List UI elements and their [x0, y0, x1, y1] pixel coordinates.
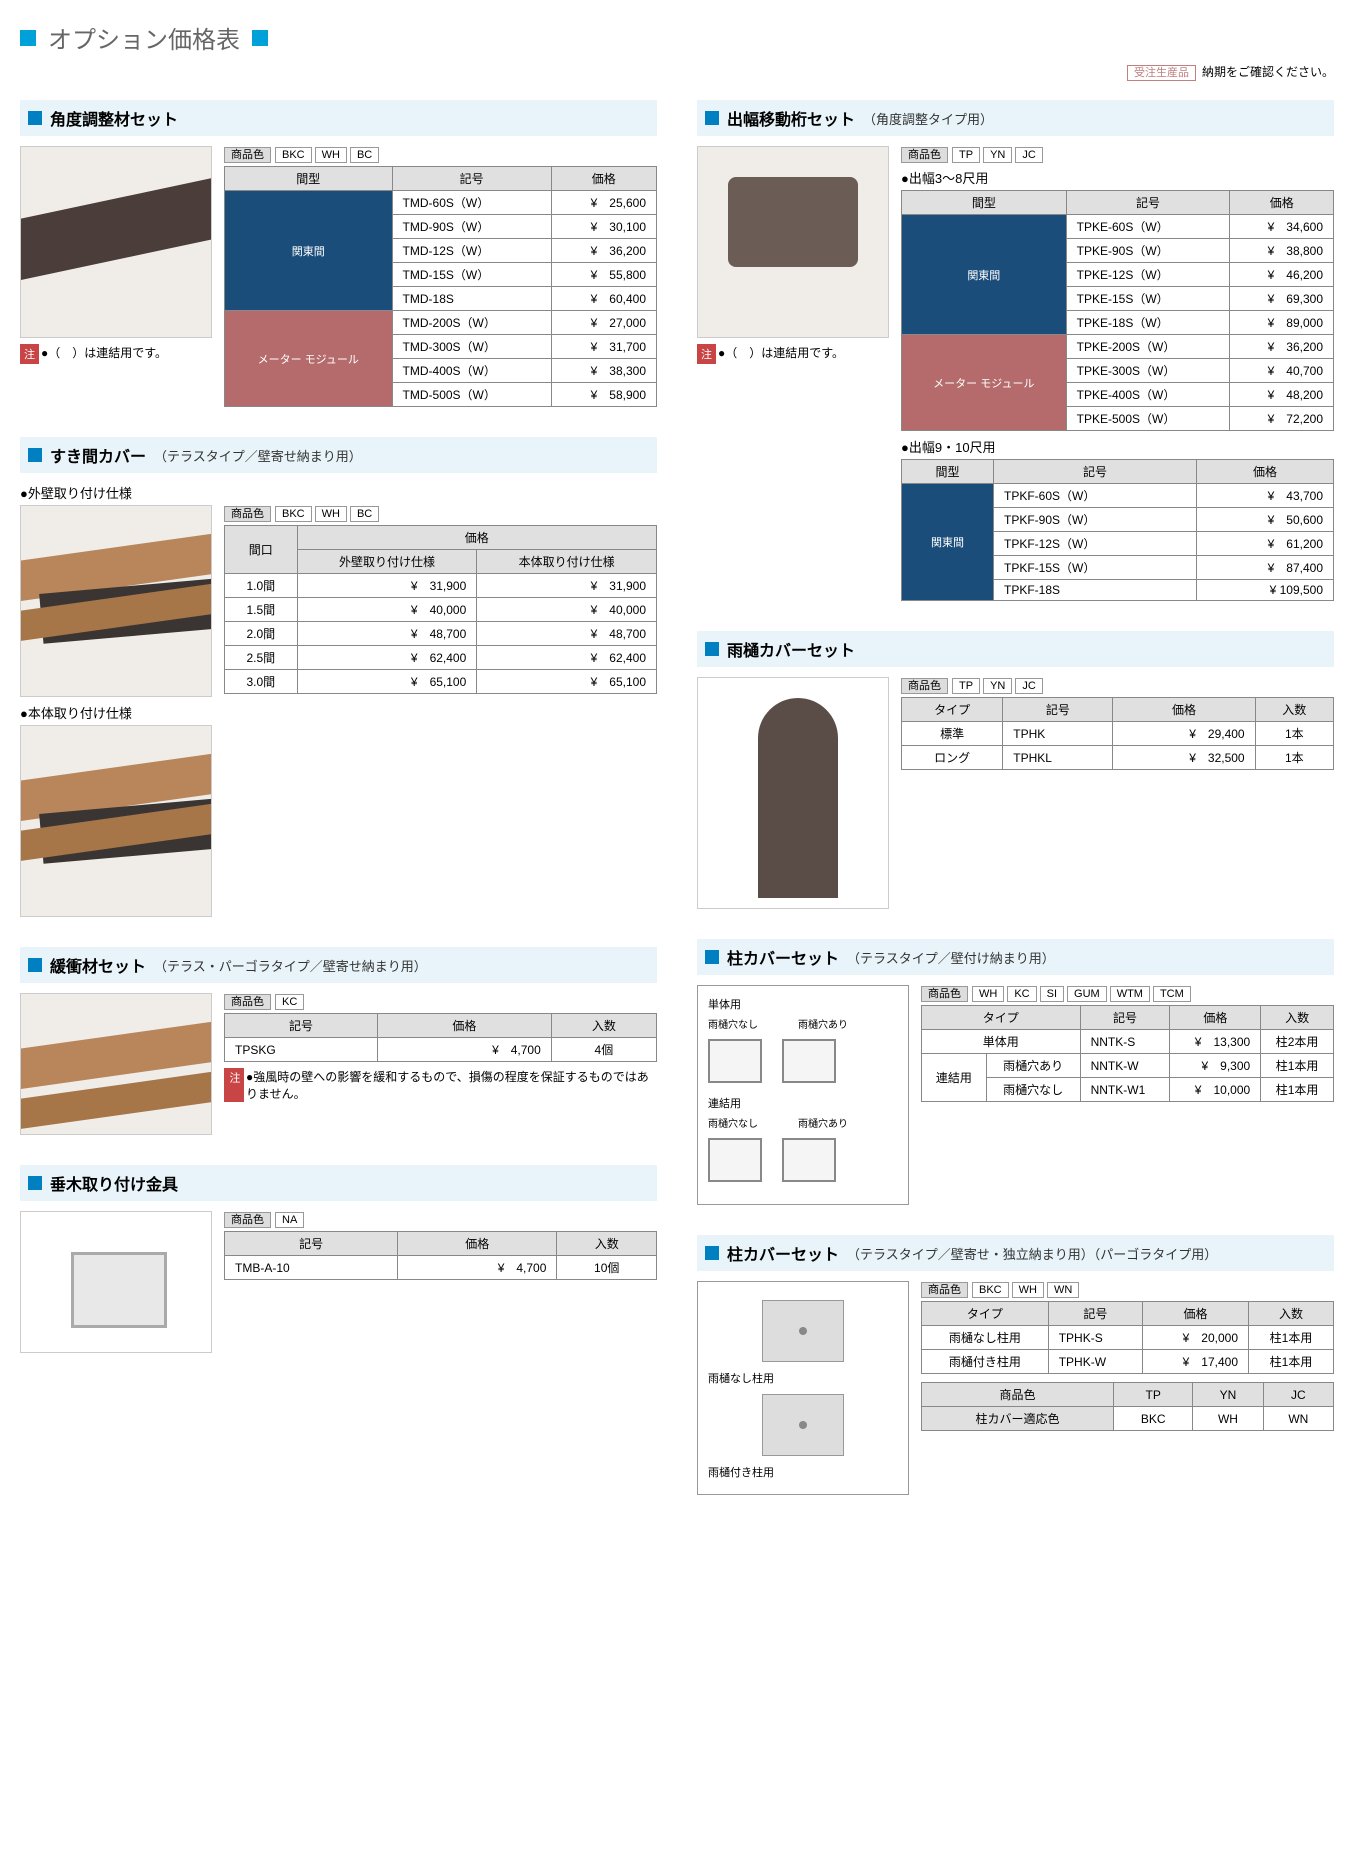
price-table: 記号価格入数 TPSKG¥ 4,7004個	[224, 1013, 657, 1062]
sec-title: 雨樋カバーセット	[727, 637, 855, 661]
section-post-cover-2: 柱カバーセット（テラスタイプ／壁寄せ・独立納まり用）（パーゴラタイプ用） 雨樋な…	[697, 1235, 1334, 1495]
section-cushion: 緩衝材セット（テラス・パーゴラタイプ／壁寄せ納まり用） 商品色KC 記号価格入数…	[20, 947, 657, 1135]
subheading: 本体取り付け仕様	[20, 703, 657, 722]
top-note: 受注生産品納期をご確認ください。	[20, 63, 1334, 80]
price-table: 間型記号価格 関東間TPKE-60S（W）¥ 34,600 TPKE-90S（W…	[901, 190, 1334, 431]
color-map-table: 商品色TPYNJC 柱カバー適応色BKCWHWN	[921, 1382, 1334, 1431]
price-table: タイプ記号価格入数 雨樋なし柱用TPHK-S¥ 20,000柱1本用 雨樋付き柱…	[921, 1301, 1334, 1374]
section-gutter-cover: 雨樋カバーセット 商品色TPYNJC タイプ記号価格入数 標準TPHK¥ 29,…	[697, 631, 1334, 909]
note-text: ●（ ）は連結用です。	[41, 346, 167, 360]
subheading: 出幅9・10尺用	[901, 437, 1334, 456]
product-image	[697, 146, 889, 338]
color-row: 商品色TPYNJC	[901, 146, 1334, 162]
sec-title: 柱カバーセット	[727, 945, 839, 969]
sec-title: すき間カバー	[50, 443, 146, 467]
sec-title: 垂木取り付け金具	[50, 1171, 178, 1195]
section-angle-adjust: 角度調整材セット 注●（ ）は連結用です。 商品色BKCWHBC 間型記号価格 …	[20, 100, 657, 407]
subheading: 外壁取り付け仕様	[20, 483, 657, 502]
sec-title: 柱カバーセット	[727, 1241, 839, 1265]
sec-title: 角度調整材セット	[50, 106, 178, 130]
section-gap-cover: すき間カバー（テラスタイプ／壁寄せ納まり用） 外壁取り付け仕様 商品色BKCWH…	[20, 437, 657, 917]
price-table: 間型記号価格 関東間TPKF-60S（W）¥ 43,700 TPKF-90S（W…	[901, 459, 1334, 601]
product-image	[20, 993, 212, 1135]
product-image	[20, 1211, 212, 1353]
color-row: 商品色KC	[224, 993, 657, 1009]
price-table: 記号価格入数 TMB-A-10¥ 4,70010個	[224, 1231, 657, 1280]
sec-title: 出幅移動桁セット	[727, 106, 855, 130]
diagram: 単体用 雨樋穴なし雨樋穴あり 連結用 雨樋穴なし雨樋穴あり	[697, 985, 909, 1205]
price-table: タイプ記号価格入数 標準TPHK¥ 29,4001本 ロングTPHKL¥ 32,…	[901, 697, 1334, 770]
product-image	[20, 725, 212, 917]
diagram: 雨樋なし柱用 雨樋付き柱用	[697, 1281, 909, 1495]
section-rafter-bracket: 垂木取り付け金具 商品色NA 記号価格入数 TMB-A-10¥ 4,70010個	[20, 1165, 657, 1353]
section-post-cover-1: 柱カバーセット（テラスタイプ／壁付け納まり用） 単体用 雨樋穴なし雨樋穴あり 連…	[697, 939, 1334, 1205]
color-row: 商品色WHKCSIGUMWTMTCM	[921, 985, 1334, 1001]
sec-title: 緩衝材セット	[50, 953, 146, 977]
product-image	[20, 146, 212, 338]
price-table: 間型記号価格 関東間TMD-60S（W）¥ 25,600 TMD-90S（W）¥…	[224, 166, 657, 407]
color-row: 商品色BKCWHBC	[224, 505, 657, 521]
product-image	[20, 505, 212, 697]
subheading: 出幅3～8尺用	[901, 168, 1334, 187]
price-table: タイプ記号価格入数 単体用NNTK-S¥ 13,300柱2本用 連結用雨樋穴あり…	[921, 1005, 1334, 1102]
note-text: ●（ ）は連結用です。	[718, 346, 844, 360]
section-width-beam: 出幅移動桁セット（角度調整タイプ用） 注●（ ）は連結用です。 商品色TPYNJ…	[697, 100, 1334, 601]
color-row: 商品色TPYNJC	[901, 677, 1334, 693]
color-row: 商品色NA	[224, 1211, 657, 1227]
note-text: ●強風時の壁への影響を緩和するもので、損傷の程度を保証するものではありません。	[246, 1068, 657, 1102]
page-title: オプション価格表	[20, 20, 1334, 55]
color-row: 商品色BKCWHWN	[921, 1281, 1334, 1297]
color-row: 商品色BKCWHBC	[224, 146, 657, 162]
price-table: 間口価格 外壁取り付け仕様本体取り付け仕様 1.0間¥ 31,900¥ 31,9…	[224, 525, 657, 694]
product-image	[697, 677, 889, 909]
